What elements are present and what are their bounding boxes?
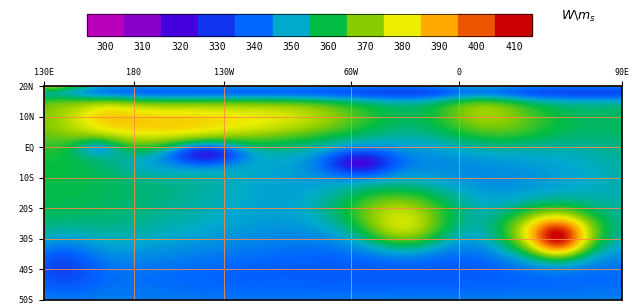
Bar (87, 14, 124, 36)
Text: 310: 310 (134, 42, 152, 52)
Text: 370: 370 (356, 42, 374, 52)
Bar (124, 14, 161, 36)
Text: $\mathit{W}{\backslash}\mathit{m}_\mathit{s}$: $\mathit{W}{\backslash}\mathit{m}_\mathi… (561, 9, 596, 24)
Text: 350: 350 (282, 42, 300, 52)
Text: 410: 410 (505, 42, 523, 52)
Bar (87, 14, 532, 36)
Bar (273, 14, 310, 36)
Bar (458, 14, 495, 36)
Bar (347, 14, 384, 36)
Bar (198, 14, 236, 36)
Bar (495, 14, 532, 36)
Text: 390: 390 (431, 42, 449, 52)
Text: 340: 340 (245, 42, 263, 52)
Text: 400: 400 (468, 42, 486, 52)
Bar (384, 14, 421, 36)
Text: 380: 380 (394, 42, 412, 52)
Text: 330: 330 (208, 42, 226, 52)
Bar (161, 14, 198, 36)
Bar (421, 14, 458, 36)
Bar (310, 14, 347, 36)
Text: 360: 360 (319, 42, 337, 52)
Bar (236, 14, 273, 36)
Text: 320: 320 (171, 42, 189, 52)
Text: 300: 300 (97, 42, 115, 52)
